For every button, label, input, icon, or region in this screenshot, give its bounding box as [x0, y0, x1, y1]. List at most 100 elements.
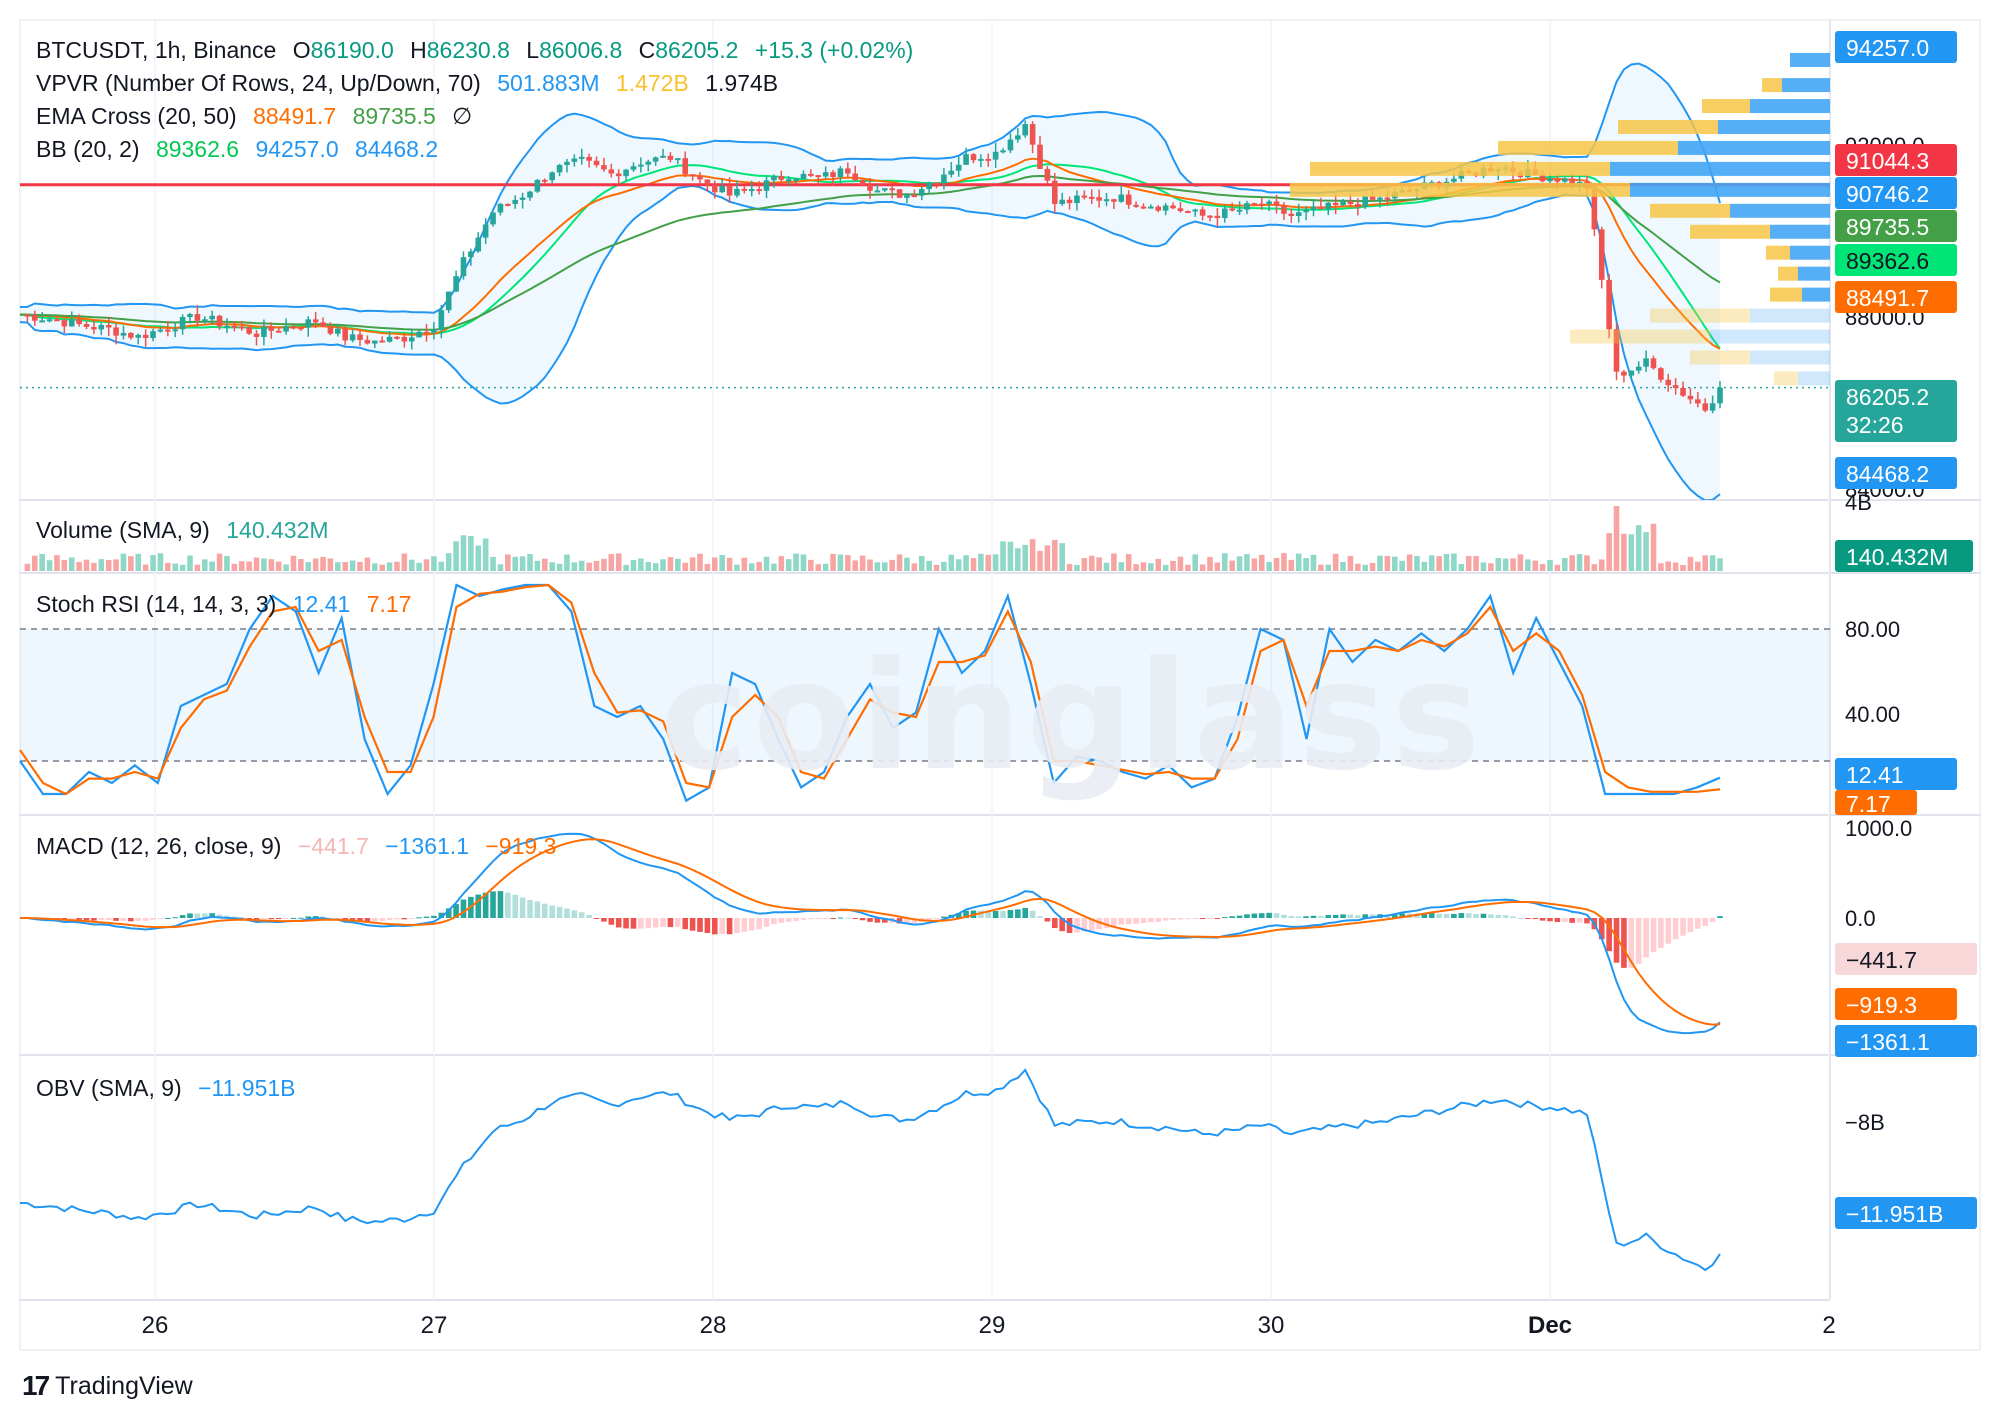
volume-bar [120, 553, 127, 571]
volume-bar [793, 553, 799, 571]
volume-bar [1650, 523, 1657, 571]
macd-hist-bar [1221, 917, 1228, 919]
volume-bar [1118, 562, 1125, 571]
bb-basis-badge [1835, 244, 1957, 276]
candle-body [312, 319, 319, 323]
volume-bar [1547, 559, 1553, 571]
macd-hist-bar [1111, 918, 1117, 927]
candle-body [423, 331, 430, 334]
obv-legend[interactable]: OBV (SMA, 9) −11.951B [36, 1072, 306, 1104]
vpvr-up-bar [1610, 161, 1830, 176]
candle-body [1295, 212, 1302, 217]
volume-bar [1687, 556, 1694, 571]
obv-pane[interactable] [19, 1068, 1721, 1272]
macd-hist-bar [911, 918, 918, 924]
macd-legend[interactable]: MACD (12, 26, close, 9) −441.7 −1361.1 −… [36, 830, 566, 862]
macd-hist-bar [1362, 914, 1369, 918]
macd-hist-bar [808, 918, 814, 920]
stoch-legend[interactable]: Stoch RSI (14, 14, 3, 3) 12.41 7.17 [36, 588, 421, 620]
candle-body [1643, 358, 1649, 367]
macd-hist-bar [1436, 913, 1442, 918]
candle-body [1569, 178, 1575, 186]
bb-legend[interactable]: BB (20, 2) 89362.6 94257.0 84468.2 [36, 133, 448, 165]
volume-bar [46, 560, 53, 571]
macd-hist-bar [689, 918, 696, 931]
volume-bar [1436, 556, 1442, 571]
candle-body [1236, 209, 1243, 212]
bb-upper-badge-text: 94257.0 [1846, 35, 1929, 61]
volume-bar [1192, 554, 1199, 571]
macd-hist-bar [1650, 918, 1657, 953]
macd-hist-bar [726, 918, 733, 935]
candle-body [216, 315, 223, 327]
volume-legend[interactable]: Volume (SMA, 9) 140.432M [36, 514, 339, 546]
x-tick-label: 26 [142, 1312, 169, 1339]
candle-body [238, 326, 245, 329]
stoch-k: 12.41 [292, 591, 351, 617]
macd-hist-bar [1303, 916, 1309, 918]
volume-pane[interactable] [24, 506, 1723, 571]
macd-hist-bar [1510, 916, 1516, 918]
volume-bar [800, 554, 807, 571]
volume-bar [468, 536, 474, 571]
volume-bar [512, 556, 519, 571]
candle-body [1207, 215, 1213, 218]
macd-hist-bar [1251, 913, 1258, 918]
change-value: +15.3 (+0.02%) [754, 37, 914, 63]
candle-body [800, 173, 807, 179]
macd-hist-bar [91, 918, 97, 921]
volume-bar [1310, 554, 1317, 571]
macd-hist-bar [1103, 918, 1110, 928]
candle-body [327, 326, 334, 334]
macd-hist-bar [756, 918, 762, 930]
vpvr-up-bar [1782, 78, 1830, 93]
vpvr-down-bar [1650, 203, 1730, 218]
stoch-rsi-pane[interactable] [19, 583, 1830, 803]
macd-pane[interactable] [19, 832, 1723, 1035]
x-tick-label: 29 [979, 1312, 1006, 1339]
macd-hist-bar [519, 897, 526, 918]
candle-body [918, 189, 925, 196]
candle-body [985, 158, 992, 161]
macd-hist: −441.7 [297, 833, 369, 859]
vpvr-down-bar [1650, 308, 1750, 323]
volume-bar [645, 562, 652, 571]
macd-hist-bar [534, 901, 541, 918]
candle-body [771, 176, 777, 181]
volume-bar [1332, 553, 1339, 571]
ema-legend[interactable]: EMA Cross (20, 50) 88491.7 89735.5 ∅ [36, 100, 482, 132]
volume-bar [165, 562, 171, 571]
volume-bar [1236, 556, 1243, 571]
volume-bar [1125, 554, 1132, 571]
macd-hist-bar [1266, 912, 1272, 918]
obv-line [19, 1068, 1721, 1272]
candle-body [748, 189, 755, 192]
macd-hist-badge-text: −441.7 [1846, 947, 1917, 973]
symbol-label[interactable]: BTCUSDT, 1h, Binance [36, 37, 277, 63]
macd-line [19, 832, 1721, 1035]
volume-bar [31, 555, 38, 571]
macd-hist-bar [549, 905, 555, 918]
volume-bar [534, 560, 541, 571]
macd-hist-bar [453, 904, 459, 918]
volume-bar [1672, 562, 1679, 571]
volume-bar [1517, 554, 1524, 571]
volume-bar [1391, 556, 1398, 571]
macd-hist-bar [1369, 914, 1376, 918]
macd-hist-bar [357, 918, 363, 921]
brand-footer[interactable]: 17 TradingView [22, 1370, 193, 1402]
vpvr-legend[interactable]: VPVR (Number Of Rows, 24, Up/Down, 70) 5… [36, 67, 788, 99]
macd-hist-bar [601, 918, 607, 922]
candle-body [1281, 205, 1287, 214]
macd-hist-bar [874, 918, 881, 923]
volume-bar [475, 545, 482, 571]
volume-bar [741, 557, 748, 571]
volume-bar [423, 559, 430, 571]
volume-bar [1643, 532, 1649, 571]
macd-signal-badge-text: −919.3 [1846, 992, 1917, 1018]
volume-bar [1598, 559, 1605, 571]
volume-bar [541, 558, 548, 571]
candle-body [837, 168, 844, 178]
candle-body [224, 325, 230, 328]
